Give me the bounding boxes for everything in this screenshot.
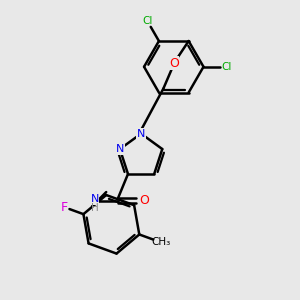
Text: H: H	[91, 203, 99, 213]
Text: N: N	[91, 194, 99, 204]
Text: N: N	[116, 144, 124, 154]
Text: F: F	[60, 200, 68, 214]
Text: CH₃: CH₃	[152, 237, 171, 248]
Text: O: O	[140, 194, 149, 207]
Text: Cl: Cl	[221, 62, 232, 72]
Text: Cl: Cl	[142, 16, 153, 26]
Text: N: N	[137, 129, 145, 139]
Text: O: O	[169, 57, 179, 70]
